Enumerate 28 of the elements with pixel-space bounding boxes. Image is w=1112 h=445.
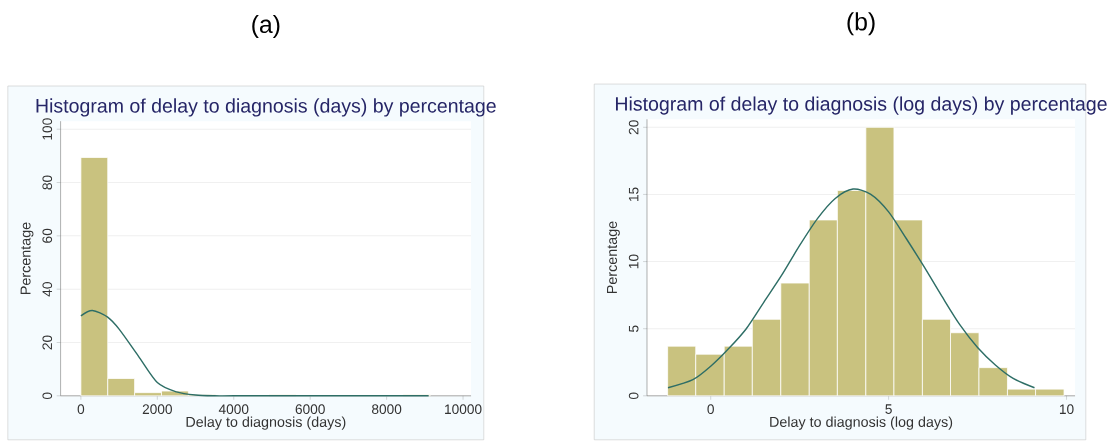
y-tick-label: 100 bbox=[42, 118, 53, 140]
text: (b) bbox=[847, 12, 875, 36]
x-tick-label: 6000 bbox=[295, 404, 325, 415]
x-tick-label: 10 bbox=[1059, 404, 1074, 415]
y-tick-label: 15 bbox=[628, 187, 639, 202]
x-axis-title: Delay to diagnosis (days) bbox=[186, 416, 346, 430]
y-tick-label: 0 bbox=[628, 392, 639, 400]
x-tick-label: 0 bbox=[707, 404, 714, 415]
x-tick-label: 2000 bbox=[142, 404, 172, 415]
chart-title: Histogram of delay to diagnosis (days) by percentage bbox=[36, 98, 496, 117]
x-tick-label: 10000 bbox=[445, 404, 482, 415]
x-tick-label: 4000 bbox=[218, 404, 249, 415]
text: (a) bbox=[252, 15, 280, 39]
y-tick-label: 40 bbox=[42, 282, 53, 297]
y-tick-label: 80 bbox=[42, 175, 53, 190]
y-tick-label: 20 bbox=[628, 120, 639, 135]
y-tick-label: 20 bbox=[42, 335, 53, 350]
x-tick-label: 5 bbox=[885, 404, 892, 415]
chart-title: Histogram of delay to diagnosis (log days) by percentage bbox=[615, 96, 1107, 115]
x-tick-label: 0 bbox=[77, 404, 85, 415]
y-axis-title: Percentage bbox=[607, 221, 620, 294]
y-tick-label: 5 bbox=[628, 325, 639, 333]
y-tick-label: 10 bbox=[628, 254, 639, 269]
x-tick-label: 8000 bbox=[371, 404, 402, 415]
y-tick-label: 60 bbox=[42, 228, 53, 243]
y-tick-label: 0 bbox=[42, 392, 53, 400]
x-axis-title: Delay to diagnosis (log days) bbox=[770, 416, 953, 430]
y-axis-title: Percentage bbox=[20, 222, 34, 295]
